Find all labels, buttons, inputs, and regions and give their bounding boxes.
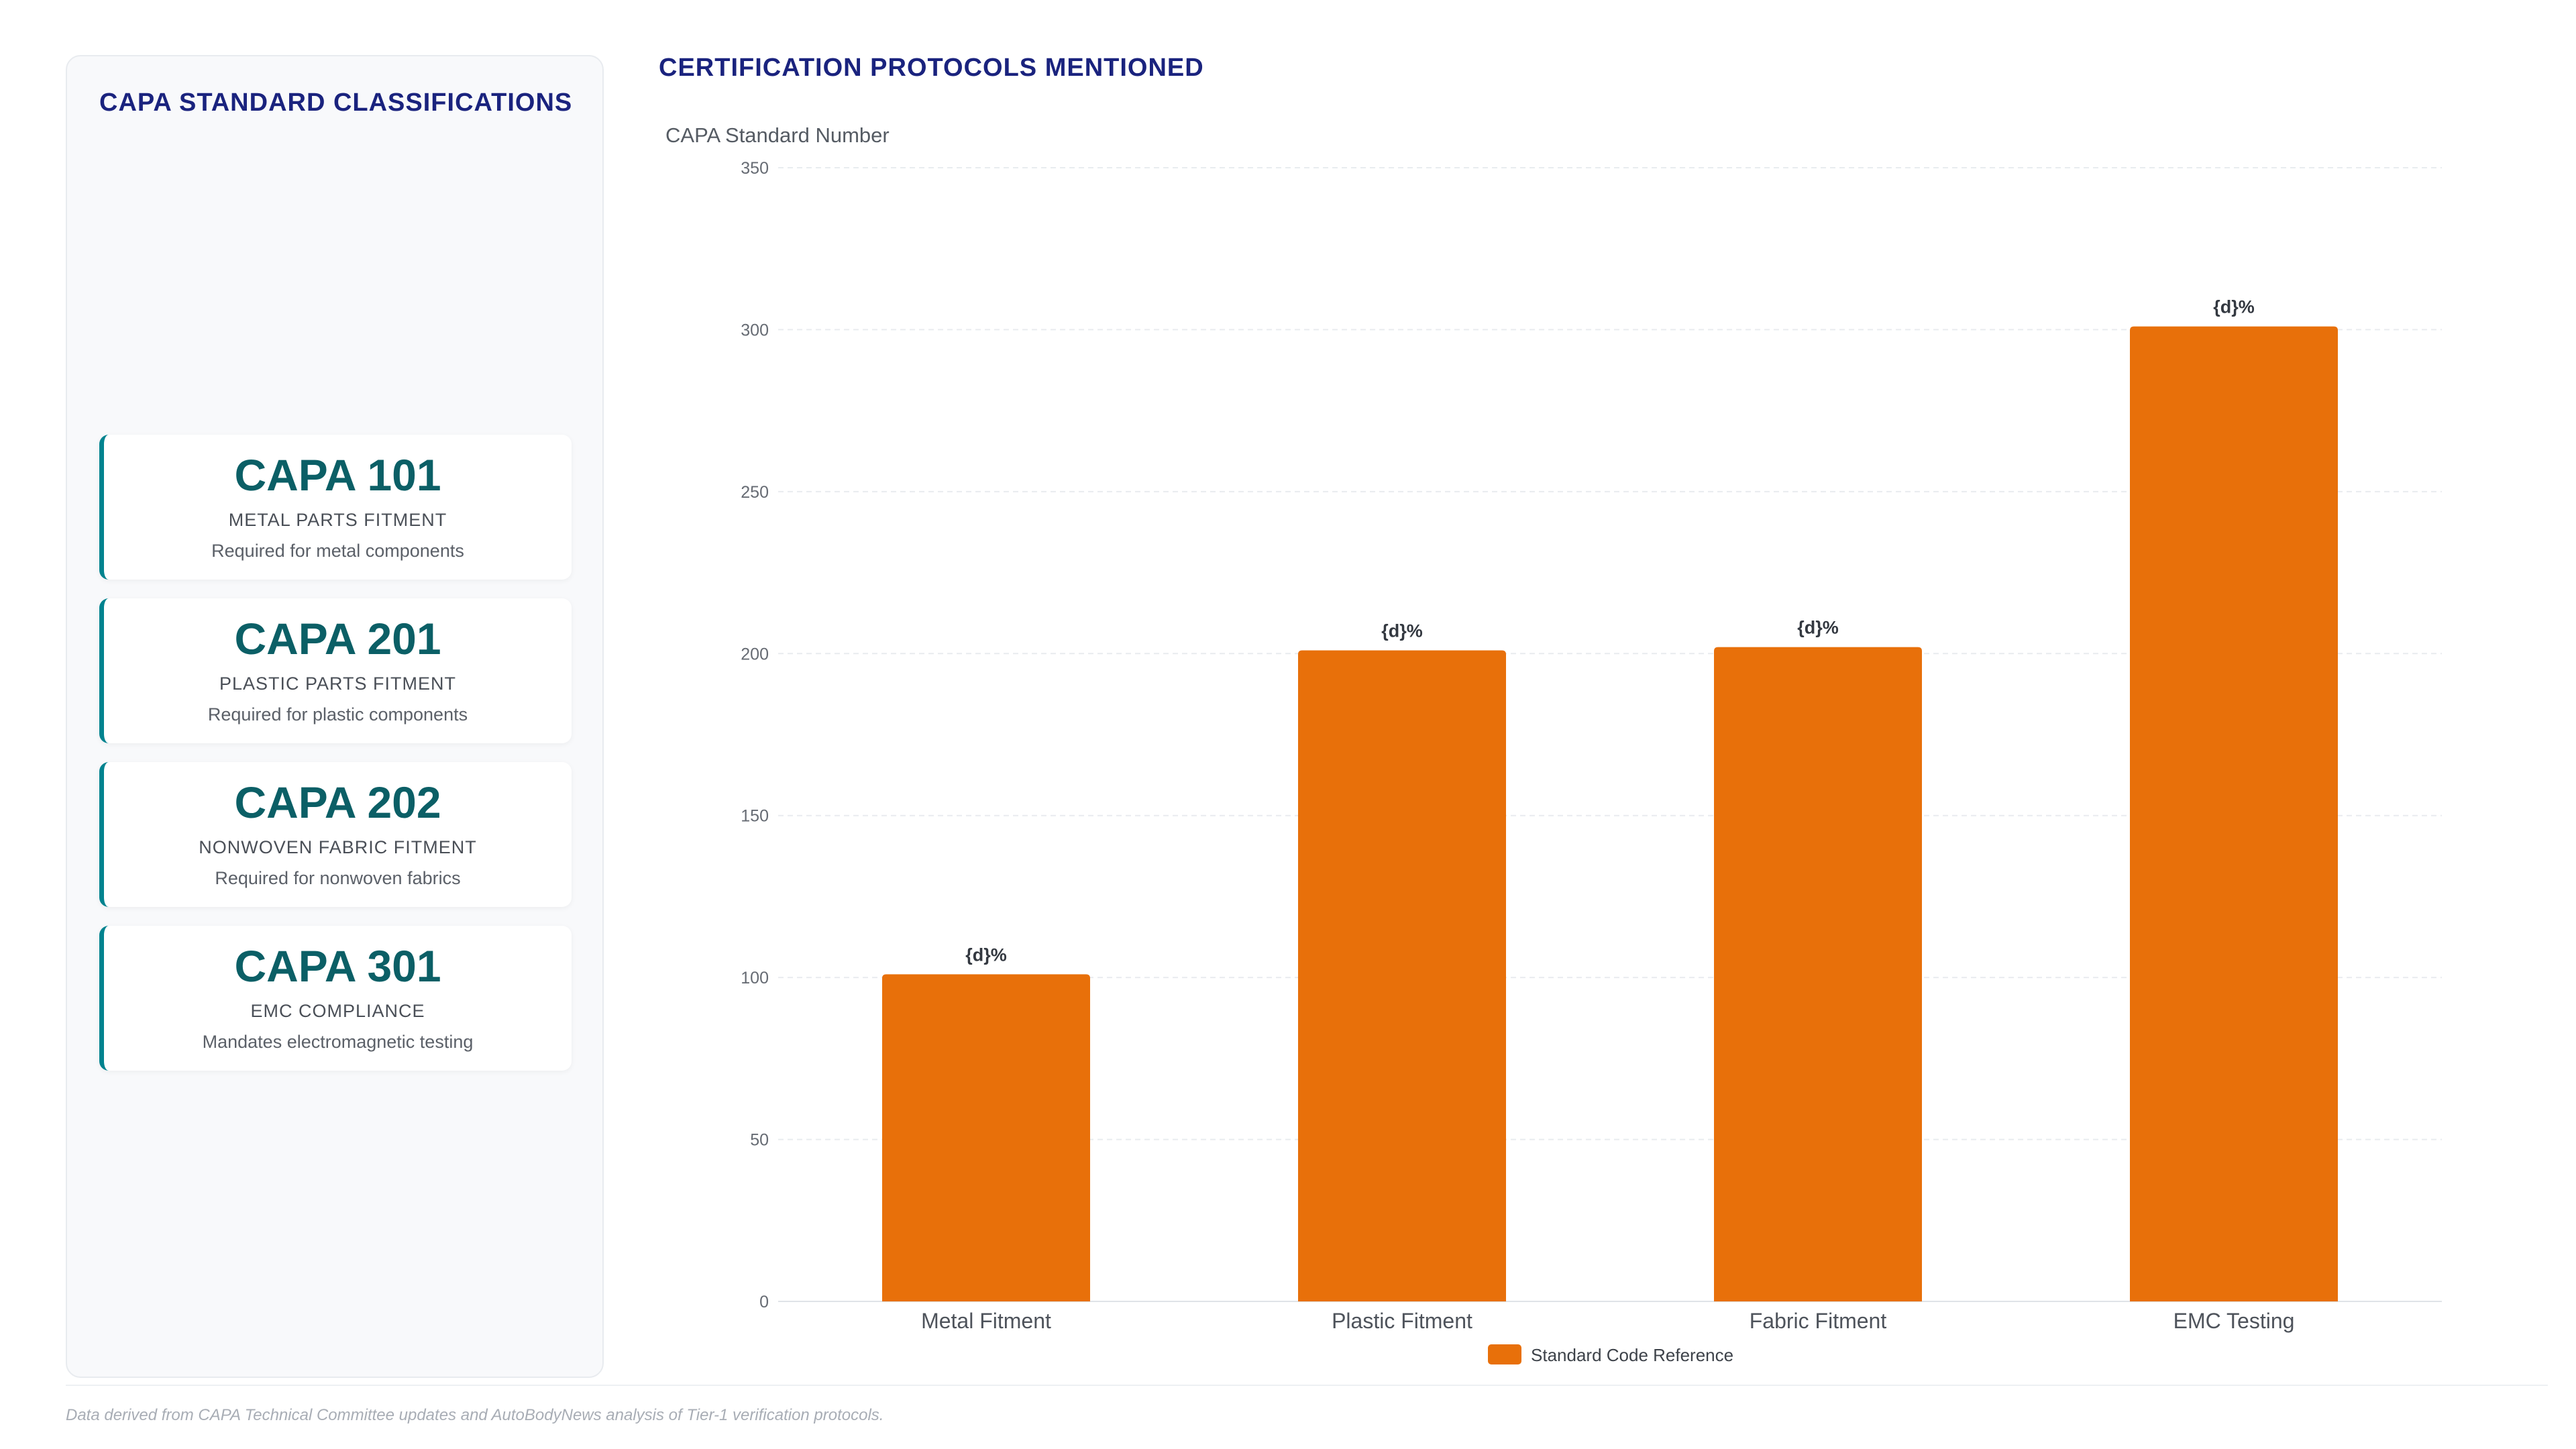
standard-card: CAPA 201 PLASTIC PARTS FITMENT Required … [99, 598, 572, 743]
y-tick-label: 50 [750, 1131, 769, 1150]
y-tick-label: 300 [741, 321, 769, 339]
data-label: {d}% [2213, 297, 2255, 317]
standard-card: CAPA 202 NONWOVEN FABRIC FITMENT Require… [99, 762, 572, 907]
legend-swatch [1488, 1344, 1521, 1364]
standard-card: CAPA 301 EMC COMPLIANCE Mandates electro… [99, 926, 572, 1071]
card-description: Required for nonwoven fabrics [215, 868, 461, 888]
x-tick-label: Metal Fitment [921, 1309, 1051, 1333]
data-label: {d}% [965, 945, 1007, 965]
footnote: Data derived from CAPA Technical Committ… [66, 1406, 884, 1424]
y-axis-label: CAPA Standard Number [665, 123, 890, 147]
card-code: CAPA 301 [234, 941, 441, 991]
card-description: Mandates electromagnetic testing [202, 1032, 474, 1052]
card-name: PLASTIC PARTS FITMENT [219, 674, 457, 694]
card-description: Required for plastic components [207, 704, 468, 724]
y-tick-label: 350 [741, 159, 769, 178]
y-tick-label: 0 [759, 1293, 769, 1311]
card-code: CAPA 101 [234, 450, 441, 500]
y-tick-label: 200 [741, 645, 769, 663]
bar [1298, 650, 1506, 1301]
legend-label: Standard Code Reference [1531, 1345, 1733, 1365]
x-tick-label: EMC Testing [2174, 1309, 2295, 1333]
card-code: CAPA 202 [234, 777, 441, 827]
card-code: CAPA 201 [234, 614, 441, 663]
card-name: METAL PARTS FITMENT [228, 510, 447, 530]
bar [882, 974, 1090, 1301]
card-name: EMC COMPLIANCE [250, 1001, 425, 1021]
x-tick-label: Fabric Fitment [1750, 1309, 1887, 1333]
footer-divider [66, 1385, 2548, 1386]
y-tick-label: 100 [741, 969, 769, 987]
panel-title: CAPA STANDARD CLASSIFICATIONS [99, 89, 573, 117]
chart-title: CERTIFICATION PROTOCOLS MENTIONED [659, 54, 1204, 82]
y-tick-label: 250 [741, 483, 769, 502]
standard-card: CAPA 101 METAL PARTS FITMENT Required fo… [99, 435, 572, 580]
data-label: {d}% [1381, 621, 1423, 641]
classification-panel: CAPA STANDARD CLASSIFICATIONS CAPA 101 M… [66, 55, 604, 1378]
card-name: NONWOVEN FABRIC FITMENT [199, 837, 477, 857]
bar [2130, 326, 2338, 1302]
card-description: Required for metal components [211, 541, 464, 561]
data-label: {d}% [1797, 618, 1839, 638]
bar [1714, 647, 1922, 1301]
standard-cards: CAPA 101 METAL PARTS FITMENT Required fo… [99, 435, 572, 1089]
x-tick-label: Plastic Fitment [1332, 1309, 1472, 1333]
y-tick-label: 150 [741, 807, 769, 826]
